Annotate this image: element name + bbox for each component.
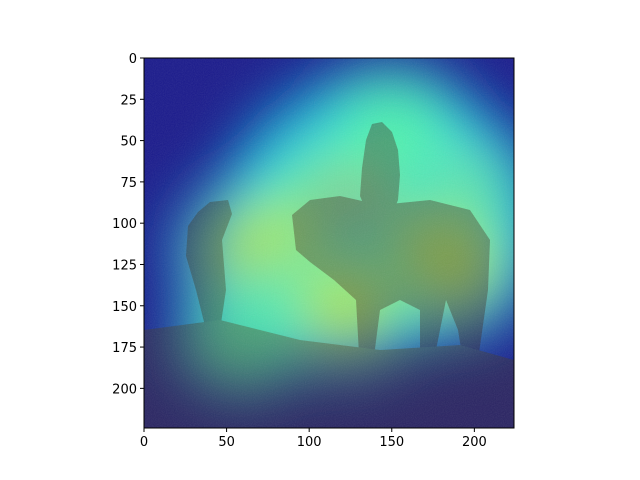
y-tick-label-0: 0 (129, 52, 137, 67)
x-tick-label-1: 50 (218, 435, 235, 450)
heatmap-plot-area (144, 58, 514, 428)
y-tick-label-5: 125 (112, 258, 137, 273)
y-tick-label-2: 50 (120, 135, 137, 150)
plot-frame (143, 57, 515, 429)
x-tick-label-4: 200 (462, 435, 487, 450)
y-tick-label-7: 175 (112, 341, 137, 356)
y-tick-label-1: 25 (120, 93, 137, 108)
y-tick-label-4: 100 (112, 217, 137, 232)
y-tick-label-3: 75 (120, 176, 137, 191)
x-tick-label-2: 100 (297, 435, 322, 450)
x-tick-label-3: 150 (379, 435, 404, 450)
y-axis: 0 25 50 75 100 125 150 175 200 (112, 52, 144, 397)
film-grain (144, 58, 514, 428)
y-tick-label-6: 150 (112, 300, 137, 315)
x-tick-label-0: 0 (140, 435, 148, 450)
x-axis: 0 50 100 150 200 (140, 428, 487, 450)
y-tick-label-8: 200 (112, 382, 137, 397)
